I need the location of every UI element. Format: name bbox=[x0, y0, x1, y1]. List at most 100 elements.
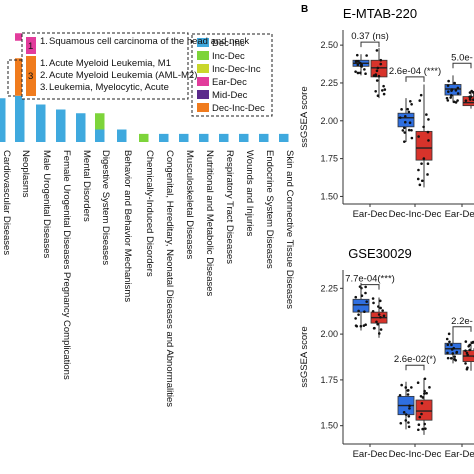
data-point bbox=[445, 337, 449, 341]
data-point bbox=[407, 414, 411, 418]
data-point bbox=[406, 389, 410, 392]
data-point bbox=[452, 100, 456, 104]
y-tick-label: 1.75 bbox=[320, 154, 338, 164]
data-point bbox=[449, 356, 453, 360]
data-point bbox=[378, 299, 382, 303]
data-point bbox=[416, 177, 420, 181]
callout-connector bbox=[7, 59, 22, 97]
callout-number: 1. bbox=[40, 58, 48, 69]
data-point bbox=[408, 121, 412, 125]
data-point bbox=[379, 315, 382, 319]
x-tick-label: Endocrine System Diseases bbox=[264, 150, 275, 269]
x-tick-label: Skin and Connective Tissue Diseases bbox=[284, 150, 295, 309]
data-point bbox=[363, 310, 366, 314]
data-point bbox=[379, 58, 383, 62]
data-point bbox=[409, 99, 412, 103]
data-point bbox=[426, 162, 430, 166]
data-point bbox=[425, 391, 428, 395]
data-point bbox=[410, 136, 414, 140]
bar-dec-inc-5 bbox=[95, 129, 105, 142]
data-point bbox=[402, 126, 406, 130]
p-value-annotation: 7.7e-04(***) bbox=[345, 274, 395, 285]
data-point bbox=[380, 89, 384, 92]
data-point bbox=[421, 396, 425, 399]
y-axis-label: ssGSEA score bbox=[299, 326, 310, 387]
data-point bbox=[371, 297, 375, 300]
chart-legend: Dec-Inc Inc-Dec Inc-Dec-Inc Ear-Dec Mid-Dec D… bbox=[191, 33, 273, 117]
data-point bbox=[420, 401, 424, 405]
data-point bbox=[354, 317, 357, 320]
data-point bbox=[426, 173, 429, 176]
x-tick-label: Digestive System Diseases bbox=[100, 150, 111, 265]
legend-swatch bbox=[197, 103, 209, 112]
x-tick-label: Female Urogenital Diseases Pregnancy Com… bbox=[61, 150, 72, 380]
y-tick-label: 2.25 bbox=[320, 283, 338, 293]
data-point bbox=[359, 324, 363, 328]
panel-label: B bbox=[301, 4, 308, 15]
y-tick-label: 1.50 bbox=[320, 421, 338, 431]
box-body bbox=[352, 298, 370, 313]
x-tick-label: Musculoskeletal Diseases bbox=[184, 150, 195, 260]
data-point bbox=[456, 86, 460, 90]
legend-label: Inc-Dec bbox=[212, 51, 245, 62]
data-point bbox=[447, 79, 450, 83]
data-point bbox=[449, 96, 452, 99]
data-point bbox=[379, 62, 383, 66]
x-tick-label: Wounds and Injuries bbox=[244, 150, 255, 237]
data-point bbox=[360, 65, 363, 68]
y-axis-label: ssGSEA score bbox=[299, 86, 310, 147]
box-plot-gse30029: GSE30029 1.50 1.75 2.00 2.25 ssGSEA score Ear-… bbox=[299, 246, 474, 460]
data-point bbox=[445, 96, 449, 100]
bar-chart-panel: Cardiovascular Diseases Neoplasms Male Uro… bbox=[0, 33, 295, 407]
data-point bbox=[419, 394, 423, 398]
box-body bbox=[415, 130, 433, 161]
y-tick-label: 1.50 bbox=[320, 191, 338, 201]
callout-swatch-orange bbox=[26, 56, 36, 96]
p-value-annotation: 2.6e-02(*) bbox=[394, 354, 436, 365]
data-point bbox=[423, 392, 426, 395]
y-tick-label: 2.25 bbox=[320, 78, 338, 88]
data-point bbox=[427, 118, 430, 121]
data-point bbox=[418, 415, 422, 419]
data-point bbox=[446, 84, 450, 87]
data-point bbox=[354, 70, 357, 73]
x-tick-label: Behavior and Behavior Mechanisms bbox=[122, 150, 133, 302]
data-point bbox=[468, 343, 471, 347]
bar-dec-inc-8 bbox=[159, 133, 169, 142]
data-point bbox=[376, 66, 380, 70]
data-point bbox=[446, 351, 449, 355]
data-point bbox=[362, 324, 366, 327]
chart-title: E-MTAB-220 bbox=[343, 6, 417, 21]
data-point bbox=[354, 324, 358, 327]
data-point bbox=[423, 422, 426, 426]
bar-dec-inc-11 bbox=[219, 133, 229, 142]
data-point bbox=[423, 377, 427, 381]
data-point bbox=[365, 300, 368, 303]
data-point bbox=[398, 116, 402, 119]
data-point bbox=[453, 358, 456, 361]
data-point bbox=[455, 350, 459, 354]
data-point bbox=[416, 381, 420, 385]
callout-swatch-pink bbox=[26, 37, 36, 54]
data-point bbox=[406, 107, 409, 111]
significance-bracket bbox=[360, 284, 380, 290]
data-point bbox=[407, 110, 411, 114]
data-point bbox=[469, 98, 472, 101]
data-point bbox=[356, 71, 360, 75]
data-point bbox=[382, 92, 386, 96]
p-value-annotation: 5.0e- bbox=[451, 52, 473, 63]
data-point bbox=[418, 99, 422, 102]
data-point bbox=[410, 386, 413, 389]
data-point bbox=[428, 386, 431, 389]
bar-dec-inc-9 bbox=[179, 133, 189, 142]
box-body bbox=[462, 96, 474, 107]
data-point bbox=[382, 84, 385, 88]
data-point bbox=[357, 59, 360, 63]
callout-number: 1. bbox=[40, 36, 48, 47]
data-point bbox=[464, 349, 467, 352]
data-point bbox=[398, 394, 402, 397]
callout-frame bbox=[21, 32, 189, 100]
data-point bbox=[364, 291, 367, 295]
chart-title: GSE30029 bbox=[348, 246, 412, 261]
